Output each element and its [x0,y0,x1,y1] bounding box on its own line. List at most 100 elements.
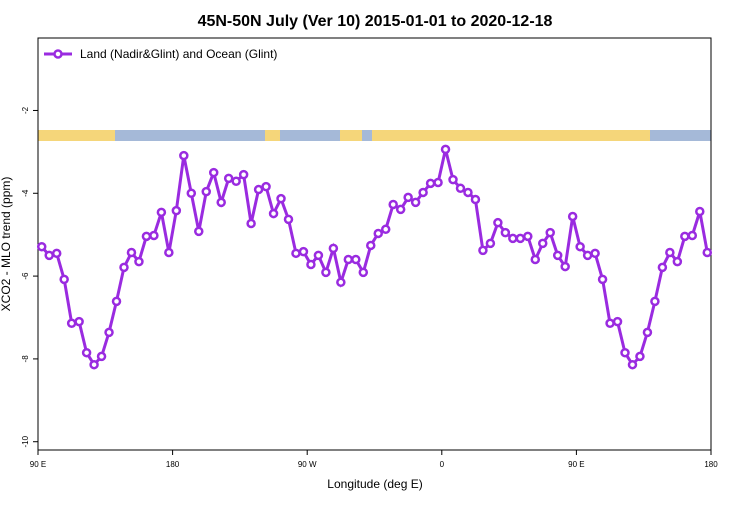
data-point [208,167,219,178]
data-point [388,199,398,210]
data-point [119,262,129,273]
data-point [373,228,383,239]
data-point [89,359,99,370]
y-tick-label: -2 [21,106,30,114]
data-point [111,296,122,307]
x-tick-label: 90 E [30,460,46,469]
data-point [538,238,548,249]
data-point [51,248,62,259]
data-point [268,208,279,219]
data-point [313,250,324,261]
map-strip [38,130,711,141]
legend-marker [53,49,63,59]
data-point [545,227,555,238]
data-point [96,351,107,362]
data-point [81,347,92,358]
data-point [612,316,623,327]
data-point [605,318,615,329]
data-point [635,351,645,362]
data-point [440,144,451,155]
data-point [403,192,413,203]
data-point [149,230,159,241]
ocean-band [650,130,711,141]
data-point [433,177,443,188]
land-band [38,130,711,141]
y-tick-label: -8 [21,355,30,363]
data-point [59,274,69,285]
data-point [470,194,481,205]
data-point [478,245,488,256]
y-tick-label: -10 [21,435,30,447]
data-point [343,254,354,265]
ocean-band [115,130,265,141]
data-point [500,227,511,238]
chart-title: 45N-50N July (Ver 10) 2015-01-01 to 2020… [198,13,553,30]
data-point [493,217,503,228]
data-point [276,193,286,204]
x-tick-label: 90 W [298,460,317,469]
data-point [702,247,713,258]
data-point [231,176,241,187]
data-point [515,233,526,244]
data-point [298,246,309,257]
data-point [627,359,638,370]
x-tick-label: 180 [704,460,718,469]
data-point [321,267,331,278]
data-point [695,206,705,217]
data-point [552,250,563,261]
data-point [560,261,570,272]
data-point [44,250,54,261]
data-line [40,149,709,368]
x-tick-label: 90 E [568,460,584,469]
data-point [418,187,428,198]
data-point [246,218,256,229]
data-point [194,226,204,237]
data-point [366,240,376,251]
data-point [358,267,369,278]
data-point [642,327,653,338]
data-point [650,296,660,307]
data-point [164,247,174,258]
data-point [395,204,406,215]
data-point [680,231,690,242]
data-point [291,248,301,259]
data-point [508,233,518,244]
ocean-band [362,130,372,141]
ocean-band [280,130,340,141]
data-point [620,347,630,358]
data-point [253,184,264,195]
data-point [425,178,436,189]
data-point [306,259,316,270]
data-point [657,262,668,273]
data-point [141,231,152,242]
data-point [351,254,361,265]
data-point [66,318,77,329]
data-point [126,247,137,258]
data-point [186,188,197,199]
data-point [380,224,391,235]
x-tick-label: 180 [166,460,180,469]
y-tick-label: -4 [21,189,30,197]
data-point [530,254,541,265]
data-point [328,243,339,254]
data-point [134,256,144,267]
x-axis-label: Longitude (deg E) [327,477,422,491]
data-point [36,241,47,252]
data-point [104,327,114,338]
data-point [597,274,608,285]
data-point [582,250,593,261]
data-point [410,197,421,208]
data-point [216,197,226,208]
data-point [665,247,675,258]
data-point [261,181,271,192]
data-point [687,230,698,241]
data-point [672,256,683,267]
data-point [74,316,84,327]
data-point [201,186,211,197]
data-point [567,211,578,222]
data-point [523,231,533,242]
data-point [223,173,234,184]
data-point [179,150,189,161]
data-point [455,183,466,194]
